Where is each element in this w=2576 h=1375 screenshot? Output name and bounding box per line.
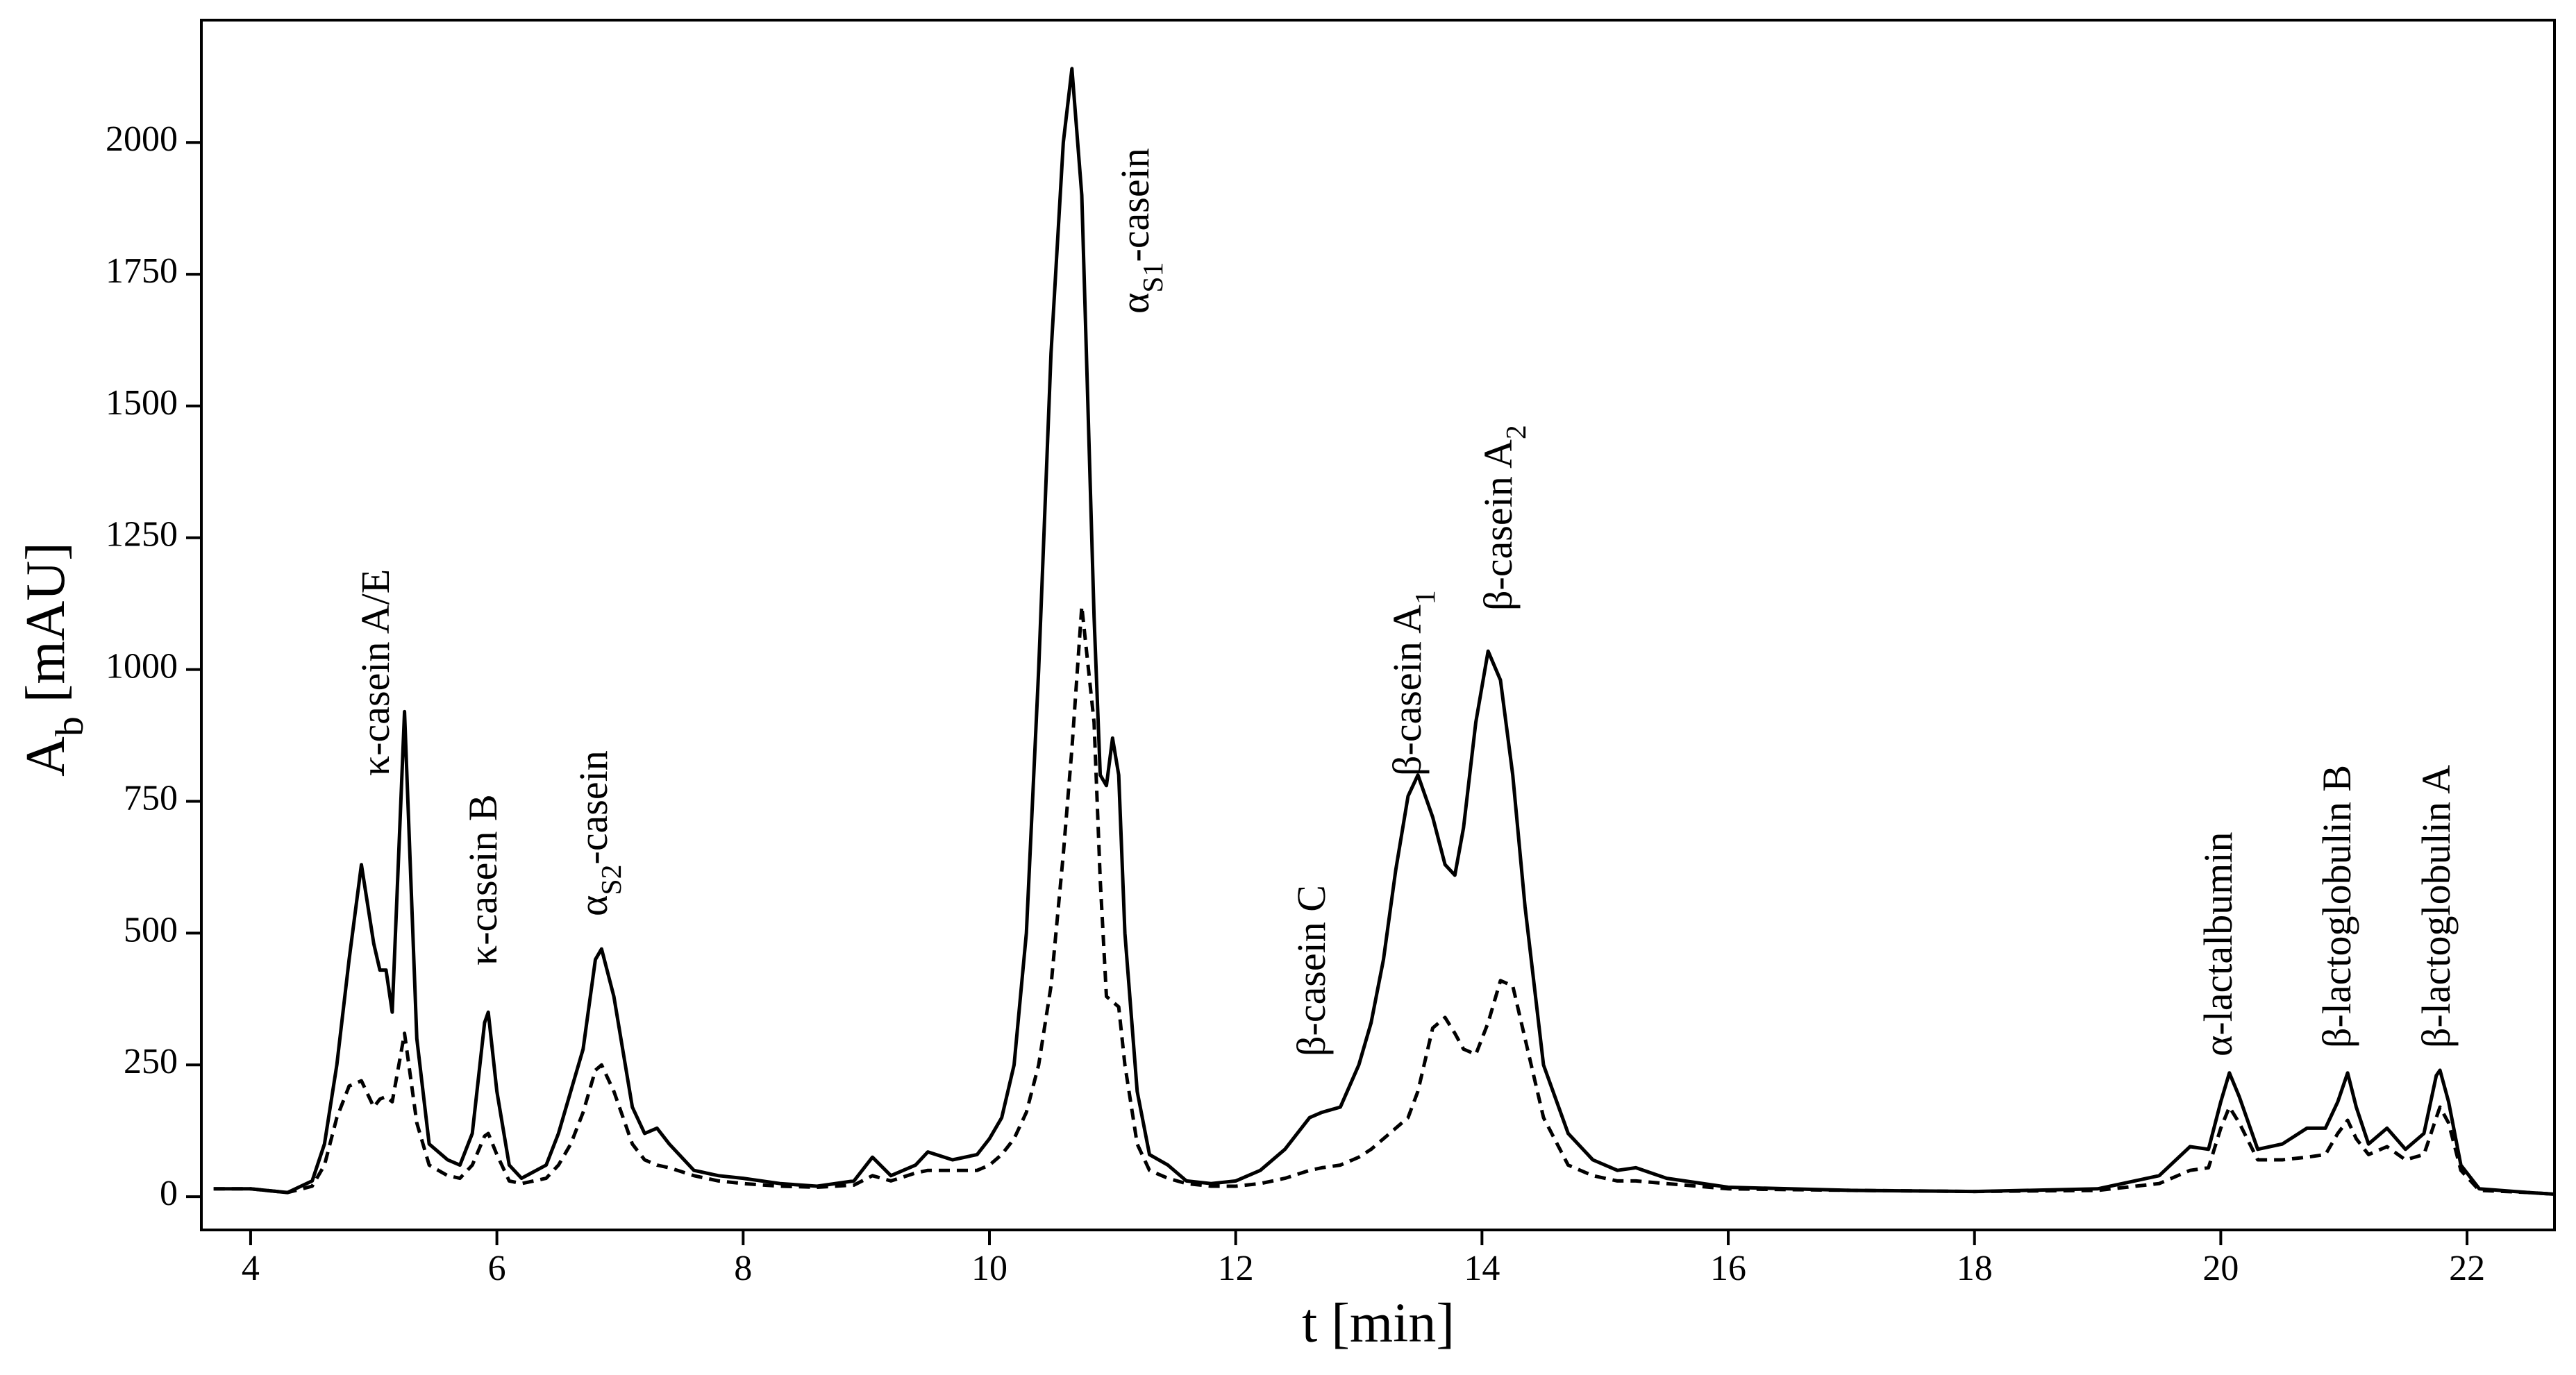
peak-label: α-lactalbumin — [2196, 832, 2241, 1056]
label-part: β-casein A — [1385, 605, 1430, 776]
y-tick-label: 1500 — [106, 383, 178, 423]
plot-frame — [200, 19, 2556, 1231]
y-tick-label: 0 — [160, 1174, 178, 1213]
peak-label: κ-casein B — [460, 794, 505, 965]
label-part: [mAU] — [15, 542, 76, 716]
x-tick-label: 6 — [488, 1249, 506, 1288]
y-axis-label: Ab [mAU] — [15, 542, 91, 777]
peak-label: αS1-casein — [1112, 148, 1169, 314]
x-tick-label: 8 — [734, 1249, 752, 1288]
y-tick-label: 1000 — [106, 647, 178, 686]
x-tick-label: 18 — [1957, 1249, 1993, 1288]
peak-label: β-casein A2 — [1475, 425, 1532, 611]
x-tick-label: 4 — [242, 1249, 260, 1288]
subscript: 1 — [1410, 590, 1441, 605]
y-tick-label: 250 — [124, 1042, 178, 1081]
label-part: β-casein A — [1475, 439, 1521, 611]
x-tick-label: 12 — [1218, 1249, 1254, 1288]
label-part: A — [15, 736, 76, 777]
x-tick-label: 16 — [1710, 1249, 1746, 1288]
label-part: β-casein C — [1289, 885, 1334, 1056]
y-tick-label: 500 — [124, 910, 178, 950]
y-tick-label: 1750 — [106, 251, 178, 291]
subscript: 2 — [1500, 425, 1532, 439]
y-tick-label: 750 — [124, 778, 178, 818]
x-tick-label: 14 — [1464, 1249, 1500, 1288]
label-part: α — [571, 895, 616, 916]
y-tick-label: 2000 — [106, 119, 178, 159]
label-part: -casein — [1112, 148, 1157, 262]
peak-label: κ-casein A/E — [353, 569, 398, 776]
peak-label: β-casein A1 — [1385, 590, 1441, 776]
peak-label: αS2-casein — [571, 750, 627, 916]
label-part: β-lactoglobulin A — [2414, 765, 2459, 1048]
label-part: κ-casein B — [460, 794, 505, 965]
x-tick-label: 20 — [2202, 1249, 2239, 1288]
label-part: -casein — [571, 750, 616, 864]
x-tick-label: 10 — [971, 1249, 1007, 1288]
label-part: κ-casein A/E — [353, 569, 398, 776]
data-line — [213, 605, 2554, 1196]
peak-label: β-lactoglobulin A — [2414, 765, 2459, 1048]
data-line — [213, 67, 2554, 1196]
peak-label: β-casein C — [1289, 885, 1334, 1056]
label-part: α-lactalbumin — [2196, 832, 2241, 1056]
subscript: S2 — [596, 865, 628, 895]
subscript: S1 — [1137, 262, 1169, 293]
x-axis-label: t [min] — [1302, 1292, 1455, 1353]
label-part: β-lactoglobulin B — [2314, 765, 2359, 1048]
label-part: α — [1112, 293, 1157, 314]
subscript: b — [48, 716, 92, 736]
y-tick-label: 1250 — [106, 515, 178, 555]
peak-label: β-lactoglobulin B — [2314, 765, 2359, 1048]
x-tick-label: 22 — [2449, 1249, 2485, 1288]
